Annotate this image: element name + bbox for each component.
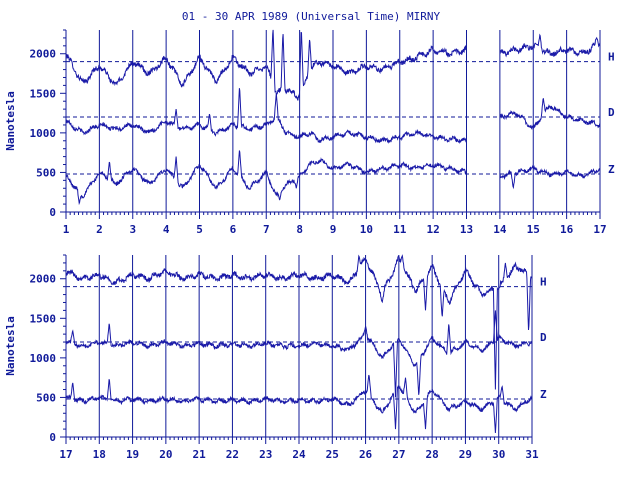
y-tick-label: 500 xyxy=(36,391,56,404)
x-tick-label: 18 xyxy=(93,448,106,461)
trace-z xyxy=(65,150,601,206)
x-tick-label: 29 xyxy=(459,448,472,461)
x-tick-label: 7 xyxy=(263,223,270,236)
x-tick-label: 9 xyxy=(330,223,337,236)
x-tick-label: 17 xyxy=(593,223,606,236)
y-tick-label: 0 xyxy=(49,431,56,444)
y-tick-label: 1000 xyxy=(30,352,57,365)
trace-z xyxy=(65,374,532,434)
x-tick-label: 22 xyxy=(226,448,239,461)
series-label-z: Z xyxy=(540,388,547,401)
x-tick-label: 16 xyxy=(560,223,574,236)
trace-h xyxy=(65,29,601,101)
x-tick-label: 15 xyxy=(527,223,540,236)
x-tick-label: 19 xyxy=(126,448,139,461)
x-tick-label: 13 xyxy=(460,223,473,236)
x-tick-label: 6 xyxy=(230,223,237,236)
x-tick-label: 28 xyxy=(426,448,439,461)
x-tick-label: 10 xyxy=(360,223,373,236)
y-tick-label: 2000 xyxy=(30,273,57,286)
x-tick-label: 14 xyxy=(493,223,507,236)
x-tick-label: 30 xyxy=(492,448,505,461)
series-label-h: H xyxy=(608,51,615,64)
y-tick-label: 1500 xyxy=(30,87,57,100)
panel-apr-17-31: 0 500 1000 1500 2000 Nanotesla 17 18 19 20 21 22 23 2… xyxy=(4,254,547,461)
x-tick-label: 11 xyxy=(393,223,407,236)
y-tick-label: 500 xyxy=(36,166,56,179)
x-tick-label: 26 xyxy=(359,448,373,461)
figure-title: 01 - 30 APR 1989 (Universal Time) MIRNY xyxy=(182,10,441,23)
x-tick-label: 1 xyxy=(63,223,70,236)
y-axis-label: Nanotesla xyxy=(4,316,17,376)
series-label-d: D xyxy=(608,106,615,119)
x-tick-label: 2 xyxy=(96,223,103,236)
x-tick-label: 4 xyxy=(163,223,170,236)
x-tick-label: 12 xyxy=(427,223,440,236)
trace-d xyxy=(65,88,601,145)
x-tick-label: 27 xyxy=(392,448,405,461)
x-tick-label: 21 xyxy=(193,448,207,461)
x-tick-label: 24 xyxy=(292,448,306,461)
y-tick-label: 0 xyxy=(49,206,56,219)
x-tick-label: 8 xyxy=(296,223,303,236)
x-tick-label: 17 xyxy=(59,448,72,461)
series-label-h: H xyxy=(540,276,547,289)
y-tick-label: 1000 xyxy=(30,127,57,140)
y-tick-label: 1500 xyxy=(30,312,57,325)
x-tick-label: 5 xyxy=(196,223,203,236)
series-label-z: Z xyxy=(608,163,615,176)
x-tick-label: 23 xyxy=(259,448,272,461)
y-axis-label: Nanotesla xyxy=(4,91,17,151)
trace-d xyxy=(65,310,533,398)
trace-h xyxy=(65,254,532,390)
x-tick-label: 25 xyxy=(326,448,339,461)
x-tick-label: 31 xyxy=(525,448,539,461)
x-tick-label: 20 xyxy=(159,448,172,461)
x-tick-label: 3 xyxy=(129,223,136,236)
y-tick-label: 2000 xyxy=(30,48,57,61)
series-label-d: D xyxy=(540,331,547,344)
